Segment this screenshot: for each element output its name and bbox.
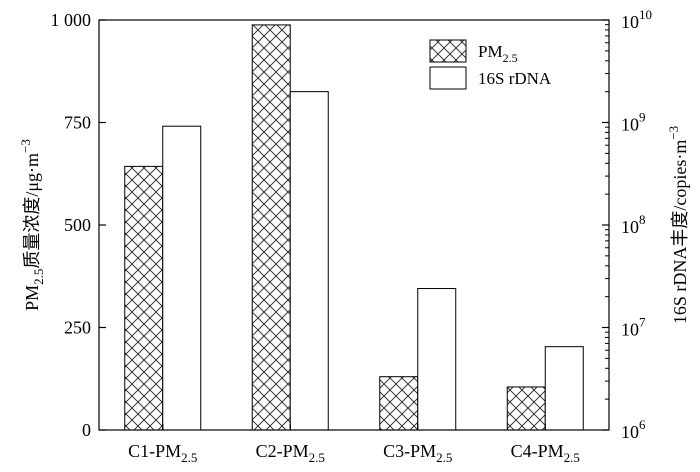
legend-label-pm25: PM2.5 bbox=[478, 42, 518, 65]
category-label: C1-PM2.5 bbox=[128, 441, 197, 465]
left-tick-label: 0 bbox=[82, 420, 91, 440]
bar-pm25-1 bbox=[124, 165, 164, 431]
category-label: C3-PM2.5 bbox=[383, 441, 452, 465]
right-tick-label: 1010 bbox=[621, 7, 652, 32]
right-tick-label: 109 bbox=[621, 110, 646, 135]
left-tick-label: 500 bbox=[64, 215, 91, 235]
left-tick-label: 250 bbox=[64, 318, 91, 338]
plot-area: 0 250 500 750 1 000 106 107 108 109 1010 C1-PM2.5 C… bbox=[18, 7, 690, 465]
bar-pm25-2 bbox=[251, 24, 291, 431]
bar-pm25-3 bbox=[379, 376, 419, 431]
legend-swatch-pm25 bbox=[429, 39, 467, 63]
right-axis-label: 16S rDNA丰度/copies·m−3 bbox=[666, 126, 690, 324]
right-tick-label: 107 bbox=[621, 315, 646, 340]
bar-16s-rdna-2 bbox=[289, 91, 329, 431]
bar-16s-rdna-1 bbox=[162, 125, 202, 431]
category-label: C2-PM2.5 bbox=[256, 441, 325, 465]
bar-pm25-4 bbox=[506, 386, 546, 431]
left-axis-label: PM2.5质量浓度/μg·m−3 bbox=[18, 139, 46, 311]
right-tick-label: 106 bbox=[621, 417, 646, 442]
left-tick-label: 1 000 bbox=[51, 10, 92, 30]
legend-swatch-16s-rdna bbox=[429, 66, 467, 90]
bar-16s-rdna-3 bbox=[417, 288, 457, 431]
category-label: C4-PM2.5 bbox=[511, 441, 580, 465]
bar-16s-rdna-4 bbox=[544, 346, 584, 431]
left-tick-label: 750 bbox=[64, 113, 91, 133]
legend-label-16s-rdna: 16S rDNA bbox=[478, 69, 552, 88]
right-tick-label: 108 bbox=[621, 212, 646, 237]
